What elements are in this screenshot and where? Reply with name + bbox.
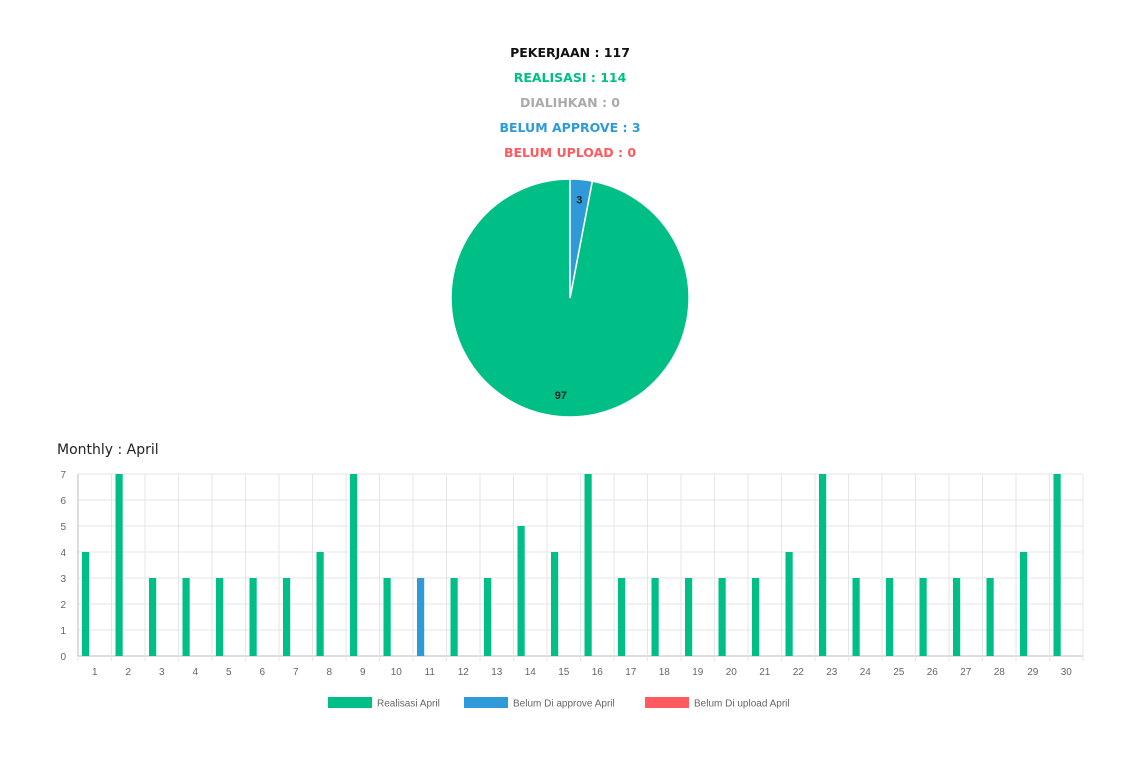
pekerjaan-total: PEKERJAAN : 117 — [510, 45, 630, 60]
x-tick-label: 3 — [159, 667, 165, 678]
x-tick-label: 13 — [491, 667, 503, 678]
legend-label[interactable]: Belum Di approve April — [513, 699, 615, 710]
bar-realisasi-april-20[interactable] — [718, 578, 726, 656]
x-tick-label: 1 — [92, 667, 98, 678]
bar-realisasi-april-9[interactable] — [350, 474, 358, 656]
bar-realisasi-april-24[interactable] — [852, 578, 860, 656]
bar-realisasi-april-13[interactable] — [484, 578, 492, 656]
x-tick-label: 18 — [659, 667, 671, 678]
x-tick-label: 12 — [458, 667, 470, 678]
x-tick-label: 22 — [793, 667, 805, 678]
pie-label-3: 3 — [576, 195, 582, 207]
x-tick-label: 28 — [994, 667, 1006, 678]
bar-realisasi-april-7[interactable] — [283, 578, 291, 656]
pie-slice-3[interactable] — [569, 178, 594, 299]
bar-realisasi-april-4[interactable] — [182, 578, 190, 656]
realisasi-total: REALISASI : 114 — [513, 70, 627, 85]
y-tick-label: 3 — [60, 574, 66, 585]
summary-block: PEKERJAAN : 117 REALISASI : 114 DIALIHKA… — [0, 40, 1140, 165]
bar-realisasi-april-5[interactable] — [216, 578, 224, 656]
bar-chart-title: Monthly : April — [57, 442, 159, 458]
bar-realisasi-april-21[interactable] — [752, 578, 760, 656]
bar-realisasi-april-12[interactable] — [450, 578, 458, 656]
x-tick-label: 29 — [1027, 667, 1039, 678]
x-tick-label: 16 — [592, 667, 604, 678]
bar-realisasi-april-27[interactable] — [953, 578, 961, 656]
bar-realisasi-april-22[interactable] — [785, 552, 793, 656]
x-tick-label: 17 — [625, 667, 637, 678]
bar-realisasi-april-26[interactable] — [919, 578, 927, 656]
y-tick-label: 7 — [60, 470, 66, 481]
x-tick-label: 30 — [1061, 667, 1073, 678]
x-tick-label: 7 — [293, 667, 299, 678]
x-tick-label: 2 — [125, 667, 131, 678]
bar-realisasi-april-30[interactable] — [1053, 474, 1061, 656]
bar-realisasi-april-3[interactable] — [149, 578, 157, 656]
bar-realisasi-april-15[interactable] — [551, 552, 559, 656]
y-tick-label: 2 — [60, 600, 66, 611]
y-tick-label: 6 — [60, 496, 66, 507]
bar-belum-di-approve-april-11[interactable] — [417, 578, 425, 656]
belum-approve-total: BELUM APPROVE : 3 — [499, 120, 641, 135]
x-tick-label: 27 — [960, 667, 972, 678]
belum-upload-total: BELUM UPLOAD : 0 — [503, 145, 637, 160]
bar-realisasi-april-10[interactable] — [383, 578, 391, 656]
bar-realisasi-april-17[interactable] — [618, 578, 626, 656]
bar-realisasi-april-28[interactable] — [986, 578, 994, 656]
y-tick-label: 0 — [60, 652, 66, 663]
x-tick-label: 24 — [860, 667, 872, 678]
x-tick-label: 9 — [360, 667, 366, 678]
legend-swatch[interactable] — [464, 697, 508, 708]
bar-realisasi-april-1[interactable] — [82, 552, 90, 656]
legend-swatch[interactable] — [328, 697, 372, 708]
bar-realisasi-april-8[interactable] — [316, 552, 324, 656]
y-tick-label: 5 — [60, 522, 66, 533]
x-tick-label: 20 — [726, 667, 738, 678]
x-tick-label: 23 — [826, 667, 838, 678]
x-tick-label: 6 — [259, 667, 265, 678]
x-tick-label: 14 — [525, 667, 537, 678]
bar-realisasi-april-2[interactable] — [115, 474, 123, 656]
bar-realisasi-april-6[interactable] — [249, 578, 257, 656]
x-tick-label: 8 — [326, 667, 332, 678]
x-tick-label: 11 — [425, 667, 436, 678]
pie-label-97: 97 — [555, 390, 567, 402]
dialihkan-total: DIALIHKAN : 0 — [520, 95, 620, 110]
legend-label[interactable]: Realisasi April — [377, 699, 440, 710]
x-tick-label: 4 — [192, 667, 198, 678]
bar-chart: 0 1 2 3 4 5 6 7 1 2 3 4 5 6 7 8 9 10 11 12 13 14 15 16 17 18 19 20 2… — [50, 462, 1090, 722]
bar-realisasi-april-18[interactable] — [651, 578, 659, 656]
y-tick-label: 1 — [60, 626, 66, 637]
x-tick-label: 25 — [893, 667, 905, 678]
x-tick-label: 26 — [927, 667, 939, 678]
bar-realisasi-april-16[interactable] — [584, 474, 592, 656]
x-tick-label: 21 — [759, 667, 771, 678]
bar-realisasi-april-25[interactable] — [886, 578, 894, 656]
pie-chart: 97 3 — [440, 168, 700, 428]
bar-realisasi-april-29[interactable] — [1020, 552, 1028, 656]
bar-realisasi-april-19[interactable] — [685, 578, 693, 656]
bar-realisasi-april-14[interactable] — [517, 526, 525, 656]
x-tick-label: 10 — [391, 667, 403, 678]
x-tick-label: 19 — [692, 667, 704, 678]
legend-swatch[interactable] — [645, 697, 689, 708]
y-tick-label: 4 — [60, 548, 66, 559]
legend-label[interactable]: Belum Di upload April — [694, 699, 790, 710]
bar-realisasi-april-23[interactable] — [819, 474, 827, 656]
x-tick-label: 5 — [226, 667, 232, 678]
x-tick-label: 15 — [558, 667, 570, 678]
